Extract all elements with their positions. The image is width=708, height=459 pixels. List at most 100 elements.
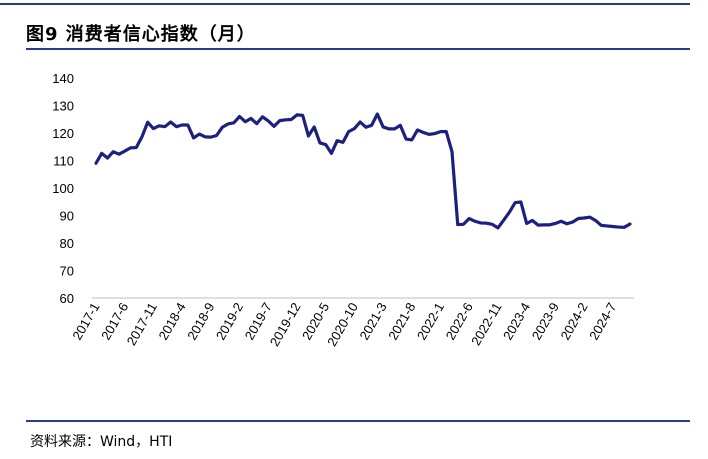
data-point [502, 219, 505, 222]
data-point [100, 152, 103, 155]
data-point [341, 141, 344, 144]
data-point [313, 125, 316, 128]
data-point [215, 134, 218, 137]
data-point [416, 128, 419, 131]
data-point [577, 217, 580, 220]
data-point [422, 131, 425, 134]
title-bar: 图9 消费者信心指数（月） [26, 20, 690, 46]
data-point [169, 121, 172, 124]
data-point [376, 113, 379, 116]
y-tick-label: 130 [52, 99, 74, 114]
y-tick-label: 140 [52, 71, 74, 86]
data-point [588, 216, 591, 219]
y-tick-label: 110 [53, 154, 74, 169]
data-point [250, 117, 253, 120]
series-layer [94, 112, 632, 230]
data-point [336, 139, 339, 142]
data-point [473, 220, 476, 223]
data-point [290, 118, 293, 121]
data-point [181, 124, 184, 127]
x-tick-label: 2019-2 [213, 300, 246, 343]
data-point [255, 122, 258, 125]
data-point [462, 223, 465, 226]
y-tick-label: 120 [52, 126, 74, 141]
data-point [186, 124, 189, 127]
data-point [606, 224, 609, 227]
x-tick-label: 2022-1 [414, 300, 447, 343]
data-point [554, 222, 557, 225]
top-rule [0, 3, 690, 5]
data-point [261, 115, 264, 118]
x-tick-label: 2024-2 [557, 300, 590, 343]
x-tick-label: 2018-4 [155, 300, 188, 343]
data-point [537, 224, 540, 227]
data-point [204, 135, 207, 138]
data-point [152, 127, 155, 130]
data-point [175, 125, 178, 128]
data-point [583, 216, 586, 219]
data-point [238, 115, 241, 118]
x-tick-label: 2024-7 [586, 300, 619, 343]
data-point [364, 126, 367, 129]
data-point [95, 162, 98, 165]
data-point [393, 127, 396, 130]
data-point [129, 146, 132, 149]
data-point [117, 153, 120, 156]
data-point [370, 124, 373, 127]
data-point [491, 223, 494, 226]
page-title: 图9 消费者信心指数（月） [26, 24, 256, 45]
data-point [112, 150, 115, 153]
data-point [496, 226, 499, 229]
bottom-divider [26, 420, 690, 422]
data-point [560, 220, 563, 223]
data-point [209, 136, 212, 139]
data-point [410, 138, 413, 141]
data-point [405, 138, 408, 141]
data-point [623, 226, 626, 229]
data-point [439, 130, 442, 133]
data-point [456, 223, 459, 226]
data-point [324, 143, 327, 146]
data-point [508, 211, 511, 214]
data-point [307, 135, 310, 138]
data-point [468, 217, 471, 220]
data-point [359, 121, 362, 124]
x-tick-label: 2021-3 [356, 300, 389, 343]
data-point [353, 127, 356, 130]
data-point [433, 132, 436, 135]
y-tick-label: 60 [60, 291, 74, 306]
data-point [284, 118, 287, 121]
data-point [140, 135, 143, 138]
data-point [542, 223, 545, 226]
data-point [617, 226, 620, 229]
data-point [232, 121, 235, 124]
y-tick-label: 70 [60, 264, 74, 279]
data-point [629, 223, 632, 226]
data-point [525, 222, 528, 225]
data-point [198, 133, 201, 136]
data-point [428, 133, 431, 136]
data-point [106, 157, 109, 160]
data-point [135, 146, 138, 149]
title-divider [26, 48, 690, 50]
x-tick-label: 2017-1 [69, 300, 102, 343]
data-point [318, 141, 321, 144]
data-point [611, 225, 614, 228]
data-point [221, 126, 224, 129]
data-point [445, 130, 448, 133]
y-tick-label: 80 [60, 236, 74, 251]
y-axis: 140 130 120 110 100 90 80 70 60 [52, 71, 74, 306]
data-point [244, 120, 247, 123]
data-point [382, 125, 385, 128]
data-point [163, 125, 166, 128]
y-tick-label: 90 [60, 209, 74, 224]
data-point [594, 219, 597, 222]
data-point [514, 201, 517, 204]
data-point [123, 150, 126, 153]
data-point [571, 221, 574, 224]
x-tick-label: 2023-4 [500, 300, 533, 343]
data-point [600, 224, 603, 227]
x-tick-label: 2018-9 [184, 300, 217, 343]
data-point [519, 201, 522, 204]
